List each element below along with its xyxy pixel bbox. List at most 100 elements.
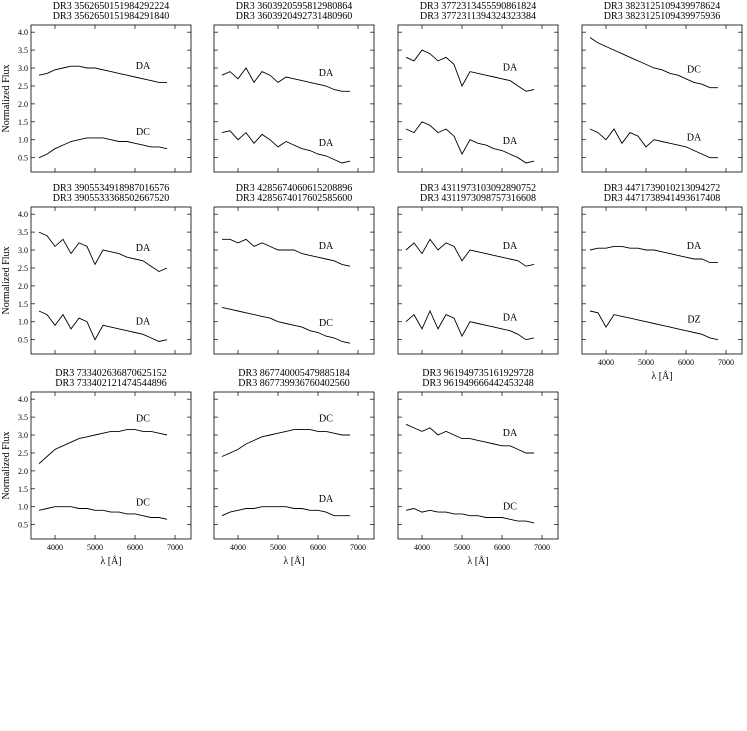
y-tick-label: 1.5 [18, 300, 28, 309]
panel-title: DR3 3772311394324323384 [420, 11, 536, 22]
y-tick-label: 3.0 [18, 246, 28, 255]
class-label: DA [319, 241, 334, 252]
y-tick-label: 1.0 [18, 503, 28, 512]
y-tick-label: 0.5 [18, 521, 28, 530]
panel-title: DR3 961949735161929728 [422, 368, 533, 379]
class-label: DA [503, 241, 518, 252]
class-label: DA [503, 63, 518, 74]
panel-title: DR3 4311973103092890752 [420, 183, 536, 194]
x-axis-label: λ [Å] [467, 555, 488, 567]
x-tick-label: 6000 [310, 543, 326, 552]
y-tick-label: 1.0 [18, 136, 28, 145]
spectrum-line [221, 130, 351, 164]
panel-title: DR3 3603920492731480960 [236, 11, 352, 22]
axes-frame [30, 391, 192, 540]
axes-frame [397, 24, 559, 173]
spectrum-line [38, 65, 167, 83]
x-axis-label: λ [Å] [651, 370, 672, 382]
class-label: DA [319, 138, 334, 149]
panel-title: DR3 7334026368706251​52 [55, 368, 166, 379]
x-tick-label: 5000 [454, 543, 470, 552]
spectrum-line [589, 310, 719, 341]
x-tick-label: 4000 [230, 543, 246, 552]
y-tick-label: 1.5 [18, 485, 28, 494]
y-tick-label: 1.5 [18, 118, 28, 127]
axes-frame [213, 391, 375, 540]
x-tick-label: 7000 [534, 543, 550, 552]
x-tick-label: 4000 [414, 543, 430, 552]
panel-title: DR3 867739936760402560 [238, 378, 349, 389]
class-label: DC [687, 64, 701, 75]
x-tick-label: 5000 [87, 543, 103, 552]
axes-frame [397, 206, 559, 355]
class-label: DA [136, 243, 151, 254]
panel-title: DR3 3823125109439978624 [604, 1, 720, 12]
x-axis-label: λ [Å] [283, 555, 304, 567]
y-tick-label: 0.5 [18, 154, 28, 163]
class-label: DC [319, 318, 333, 329]
y-tick-label: 3.5 [18, 413, 28, 422]
axes-frame [213, 24, 375, 173]
spectrum-line [221, 506, 350, 517]
spectrum-line [221, 306, 351, 344]
axes-frame [30, 206, 192, 355]
panel-title: DR3 3562650151984291840 [53, 11, 169, 22]
x-axis-label: λ [Å] [100, 555, 121, 567]
panel-title: DR3 4471738941493617408 [604, 193, 720, 204]
panel-title: DR3 3823125109439975936 [604, 11, 720, 22]
spectrum-line [221, 67, 350, 92]
panel-title: DR3 4285674017602585600 [236, 193, 352, 204]
class-label: DA [503, 428, 518, 439]
spectrum-line [405, 121, 535, 164]
spectrum-line [405, 423, 534, 454]
y-tick-label: 2.0 [18, 282, 28, 291]
spectrum-line [405, 309, 535, 341]
y-tick-label: 4.0 [18, 28, 28, 37]
class-label: DC [319, 413, 333, 424]
x-tick-label: 4000 [47, 543, 63, 552]
y-tick-label: 1.0 [18, 318, 28, 327]
axes-frame [30, 24, 192, 173]
spectrum-line [222, 238, 351, 267]
axes-frame [581, 206, 743, 355]
spectrum-line [221, 429, 350, 457]
class-label: DA [319, 494, 334, 505]
panel-title: DR3 3603920595812980864 [236, 1, 352, 12]
class-label: DZ [687, 314, 700, 325]
y-axis-label: Normalized Flux [1, 64, 12, 132]
panel-title: DR3 7334021214745448​96 [55, 378, 166, 389]
panel-title: DR3 961949666442453248 [422, 378, 533, 389]
y-axis-label: Normalized Flux [1, 246, 12, 314]
x-tick-label: 7000 [167, 543, 183, 552]
y-tick-label: 2.5 [18, 449, 28, 458]
x-tick-label: 5000 [638, 358, 654, 367]
panel-title: DR3 867740005479885184 [238, 368, 349, 379]
class-label: DC [136, 498, 150, 509]
x-tick-label: 5000 [270, 543, 286, 552]
spectrum-line [38, 310, 168, 342]
class-label: DA [136, 316, 151, 327]
spectrum-line [38, 231, 168, 273]
class-label: DA [319, 68, 334, 79]
spectrum-line [589, 245, 718, 264]
y-tick-label: 3.5 [18, 228, 28, 237]
spectrum-line [38, 429, 168, 465]
y-tick-label: 0.5 [18, 336, 28, 345]
axes-frame [213, 206, 375, 355]
y-tick-label: 2.5 [18, 264, 28, 273]
class-label: DC [503, 501, 517, 512]
class-label: DA [687, 241, 702, 252]
y-tick-label: 2.0 [18, 100, 28, 109]
spectrum-line [405, 49, 535, 92]
x-tick-label: 6000 [127, 543, 143, 552]
class-label: DC [136, 127, 150, 138]
axes-frame [581, 24, 743, 173]
panel-title: DR3 3905533368502667520 [53, 193, 169, 204]
spectrum-line [589, 37, 718, 89]
y-tick-label: 2.0 [18, 467, 28, 476]
y-axis-label: Normalized Flux [1, 431, 12, 499]
class-label: DA [687, 132, 702, 143]
spectrum-line [38, 137, 168, 159]
class-label: DA [136, 61, 151, 72]
